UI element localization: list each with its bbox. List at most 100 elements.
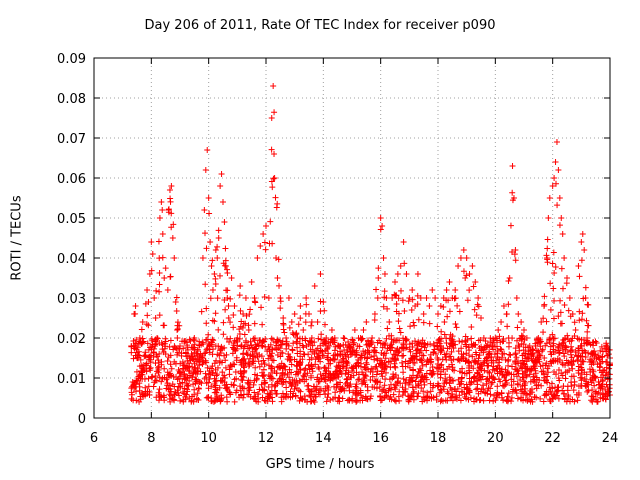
roti-point [426,320,433,327]
roti-point [272,194,279,201]
roti-point [276,282,283,289]
roti-point [280,320,287,327]
roti-point [306,311,312,317]
roti-point [429,287,436,293]
roti-point [198,308,205,315]
roti-point [589,393,596,400]
roti-point [242,320,249,327]
roti-point [237,283,244,289]
roti-point [557,320,564,327]
roti-point [583,339,590,346]
roti-point [130,397,137,404]
roti-point [321,321,328,328]
roti-point [462,338,469,345]
roti-point [202,230,209,237]
roti-point [217,397,224,404]
roti-point [299,335,306,342]
roti-point [469,353,476,360]
roti-point [420,311,427,317]
roti-point [446,308,453,315]
roti-point [332,389,339,396]
roti-point [505,362,512,369]
roti-point [543,318,550,325]
roti-point [287,388,294,395]
roti-point [506,351,513,358]
roti-point [294,350,301,357]
roti-point [208,398,215,405]
roti-point [340,355,347,362]
roti-point [378,370,385,377]
roti-point [216,359,223,366]
roti-point [508,249,515,256]
roti-point [314,345,321,352]
roti-point [289,379,296,386]
roti-point [552,394,559,401]
roti-point [414,346,421,353]
roti-point [182,396,189,403]
roti-point [377,226,384,233]
roti-point [407,348,414,355]
roti-point [208,383,215,390]
roti-point [569,347,576,354]
roti-point [359,369,366,376]
roti-point [516,347,523,354]
roti-point [175,389,182,396]
roti-point [141,375,148,382]
roti-point [463,370,470,377]
roti-point [427,380,434,387]
roti-point [476,345,483,352]
roti-point [456,392,463,399]
roti-point [387,364,394,371]
roti-point [406,341,413,348]
roti-point [564,332,571,339]
roti-point [245,363,252,370]
roti-point [538,347,545,354]
roti-point [377,397,384,404]
roti-point [156,270,163,277]
roti-point [287,354,294,361]
roti-point [524,355,531,362]
roti-point [212,366,219,373]
roti-point [323,335,330,341]
roti-point [135,375,142,381]
roti-point [541,293,548,300]
roti-point [348,364,355,371]
roti-point [195,385,202,392]
roti-point [451,367,458,374]
roti-point [498,394,505,401]
roti-point [457,255,464,261]
roti-point [311,283,318,289]
roti-point [546,396,553,403]
roti-point [575,383,582,390]
roti-point [472,358,479,365]
roti-point [297,303,304,309]
roti-point [392,380,399,387]
roti-point [326,343,333,349]
roti-point [403,337,410,344]
roti-point [316,391,323,398]
roti-point [427,367,434,374]
roti-point [455,348,462,355]
roti-point [568,337,575,344]
roti-point [571,398,578,405]
roti-point [579,310,586,317]
roti-point [169,235,176,241]
roti-point [464,385,471,392]
roti-point [460,268,467,275]
roti-point [271,151,278,157]
roti-point [549,260,556,267]
roti-point [428,371,435,378]
roti-point [389,354,396,361]
roti-point [592,396,599,403]
roti-point [138,326,145,333]
roti-point [302,337,309,344]
roti-point [230,312,237,319]
roti-point [415,390,422,397]
roti-point [277,295,284,301]
roti-point [355,376,362,383]
roti-point [479,382,486,389]
roti-point [147,352,154,359]
roti-point [261,239,268,246]
roti-point [364,354,371,361]
roti-point [588,397,595,404]
